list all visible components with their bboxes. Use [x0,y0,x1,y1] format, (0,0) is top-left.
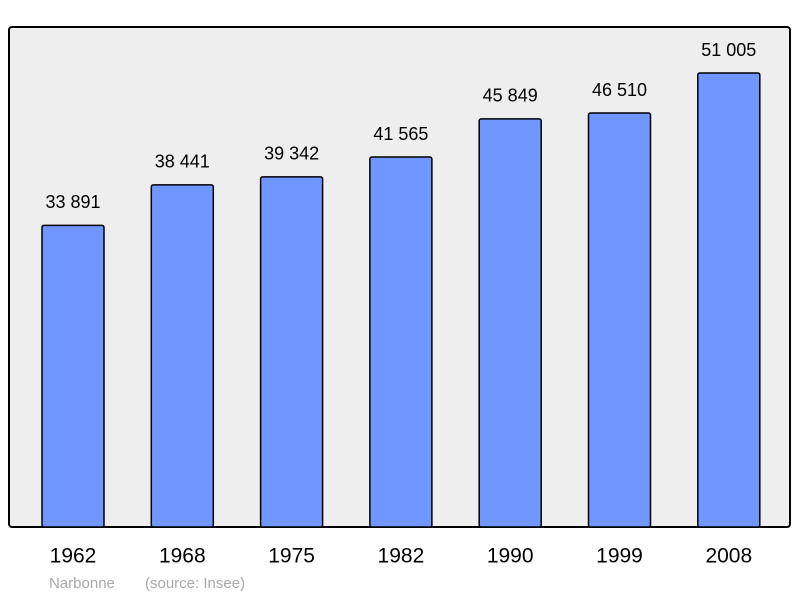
bar [697,72,761,528]
x-tick-label: 1990 [487,545,534,568]
value-label: 33 891 [45,192,100,212]
value-label: 51 005 [701,40,756,60]
x-tick-label: 1982 [378,545,425,568]
x-tick-label: 2008 [705,545,752,568]
x-tick-label: 1962 [50,545,97,568]
bar [259,176,324,528]
x-tick-label: 1999 [596,545,643,568]
value-label: 46 510 [592,80,647,100]
caption: Narbonne [49,575,115,592]
value-label: 39 342 [264,144,319,164]
x-tick-label: 1975 [268,545,315,568]
x-tick-label: 1968 [159,545,206,568]
value-label: 45 849 [483,86,538,106]
value-label: 41 565 [373,124,428,144]
value-label: 38 441 [155,152,210,172]
bar [150,184,215,528]
bar [478,118,542,528]
bar [587,112,652,528]
bar [369,156,433,528]
bar [41,224,105,528]
source: (source: Insee) [145,575,245,592]
